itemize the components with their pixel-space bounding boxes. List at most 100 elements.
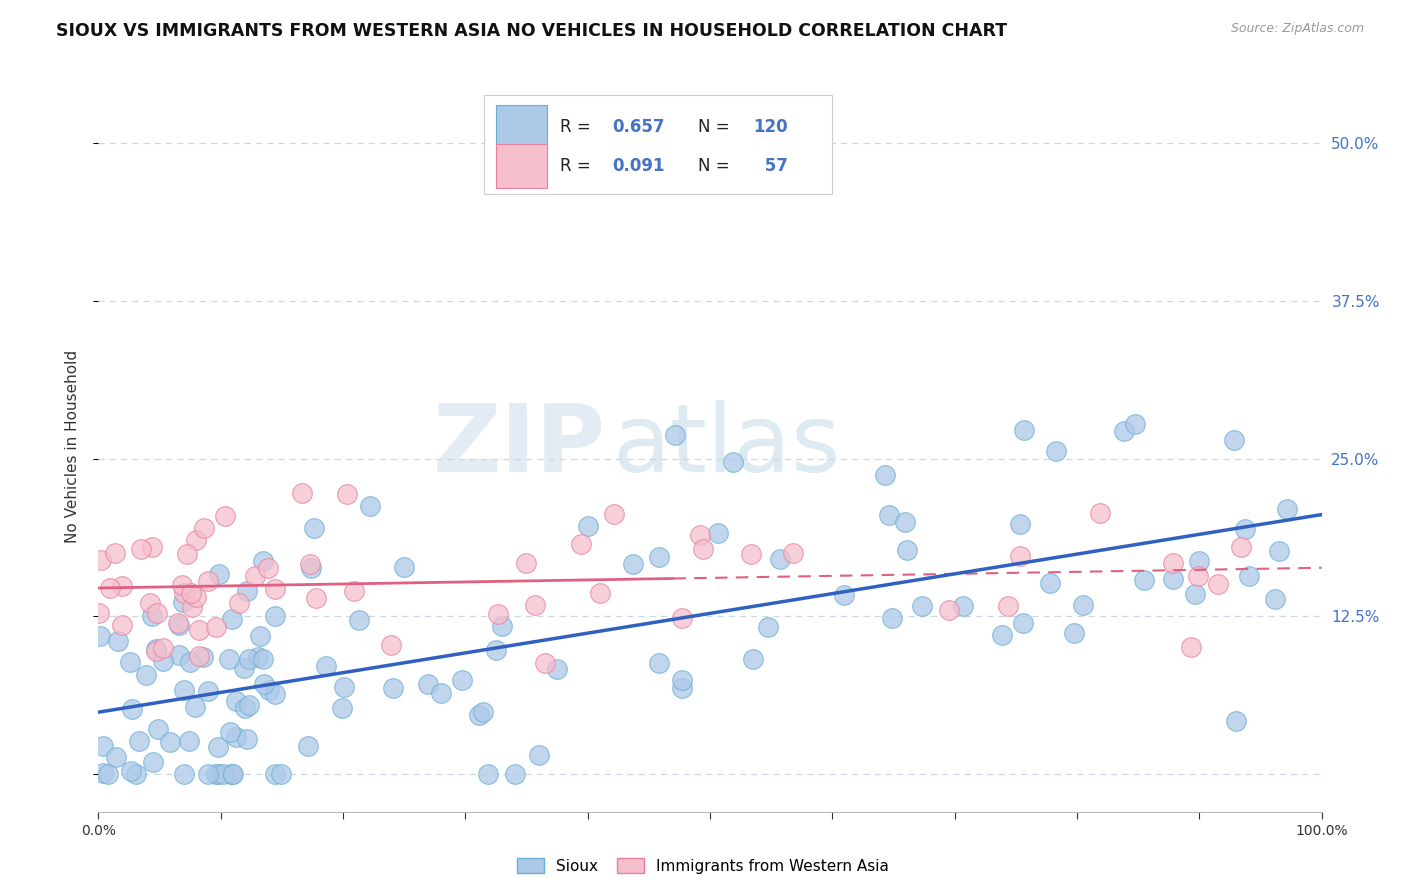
Y-axis label: No Vehicles in Household: No Vehicles in Household (65, 350, 80, 542)
Point (98, 581, 121, 595)
Point (491, 619, 513, 633)
Point (1264, 591, 1286, 606)
Point (692, 542, 714, 557)
Point (219, 767, 242, 781)
FancyBboxPatch shape (496, 145, 547, 187)
Point (197, 684, 219, 698)
Point (179, 655, 201, 669)
Point (1012, 424, 1035, 438)
Point (145, 642, 167, 657)
Point (221, 767, 243, 781)
Point (167, 617, 190, 632)
Point (177, 734, 200, 748)
Point (1225, 714, 1247, 729)
Point (193, 521, 215, 535)
Text: Source: ZipAtlas.com: Source: ZipAtlas.com (1230, 22, 1364, 36)
Point (225, 694, 247, 708)
Point (252, 554, 274, 568)
Point (125, 767, 148, 781)
Point (142, 755, 165, 769)
Point (380, 638, 402, 652)
Point (304, 591, 326, 606)
Point (129, 541, 152, 556)
Point (253, 677, 276, 691)
Point (128, 734, 150, 748)
Point (1008, 549, 1031, 563)
Point (569, 537, 592, 551)
Point (299, 560, 322, 574)
Text: 0.091: 0.091 (612, 157, 665, 175)
Point (997, 599, 1019, 613)
Point (429, 686, 451, 700)
Point (1267, 544, 1289, 558)
Point (141, 608, 163, 623)
Point (1206, 577, 1229, 591)
Point (1184, 587, 1206, 601)
Text: 57: 57 (759, 157, 787, 175)
Point (1063, 626, 1085, 640)
Point (333, 680, 356, 694)
Point (207, 740, 229, 755)
Point (1071, 598, 1094, 612)
Point (270, 767, 292, 781)
Point (87, 606, 110, 620)
Point (218, 651, 240, 665)
Point (152, 641, 174, 656)
Point (706, 525, 728, 540)
Point (110, 579, 132, 593)
Point (184, 591, 207, 605)
Point (664, 428, 686, 442)
Point (97, 767, 120, 781)
Point (1223, 434, 1246, 448)
Point (173, 683, 195, 698)
Point (173, 767, 195, 781)
Point (298, 558, 321, 572)
Legend: Sioux, Immigrants from Western Asia: Sioux, Immigrants from Western Asia (510, 852, 896, 880)
Point (769, 552, 792, 566)
Point (882, 611, 904, 625)
Point (343, 583, 366, 598)
Point (1090, 506, 1112, 520)
Text: R =: R = (560, 118, 596, 136)
Point (485, 643, 508, 657)
Point (291, 485, 314, 500)
Point (219, 725, 242, 739)
Text: 0.657: 0.657 (612, 118, 665, 136)
Point (621, 558, 644, 572)
Point (671, 673, 693, 687)
Point (197, 767, 219, 781)
Point (232, 661, 254, 675)
Point (1039, 576, 1062, 591)
Point (302, 521, 325, 535)
Point (879, 508, 901, 522)
Point (181, 600, 204, 615)
Point (832, 588, 855, 602)
Point (723, 455, 745, 469)
Point (173, 586, 195, 600)
Point (349, 613, 371, 627)
Point (381, 681, 404, 696)
Point (172, 595, 194, 609)
Point (225, 731, 247, 745)
Point (257, 560, 280, 574)
Point (1188, 554, 1211, 568)
Point (911, 599, 934, 613)
Point (576, 519, 599, 533)
Point (146, 722, 169, 736)
Point (477, 767, 499, 781)
Point (1011, 616, 1033, 631)
Point (689, 528, 711, 542)
Point (121, 701, 143, 715)
Point (1123, 417, 1146, 432)
Point (91, 765, 114, 780)
Text: SIOUX VS IMMIGRANTS FROM WESTERN ASIA NO VEHICLES IN HOUSEHOLD CORRELATION CHART: SIOUX VS IMMIGRANTS FROM WESTERN ASIA NO… (56, 22, 1007, 40)
Point (1161, 572, 1184, 586)
Text: ZIP: ZIP (433, 400, 606, 492)
Point (208, 566, 231, 581)
Point (756, 620, 779, 634)
Point (330, 701, 353, 715)
Point (236, 583, 259, 598)
Point (523, 598, 546, 612)
Point (188, 624, 211, 638)
Point (191, 650, 214, 665)
